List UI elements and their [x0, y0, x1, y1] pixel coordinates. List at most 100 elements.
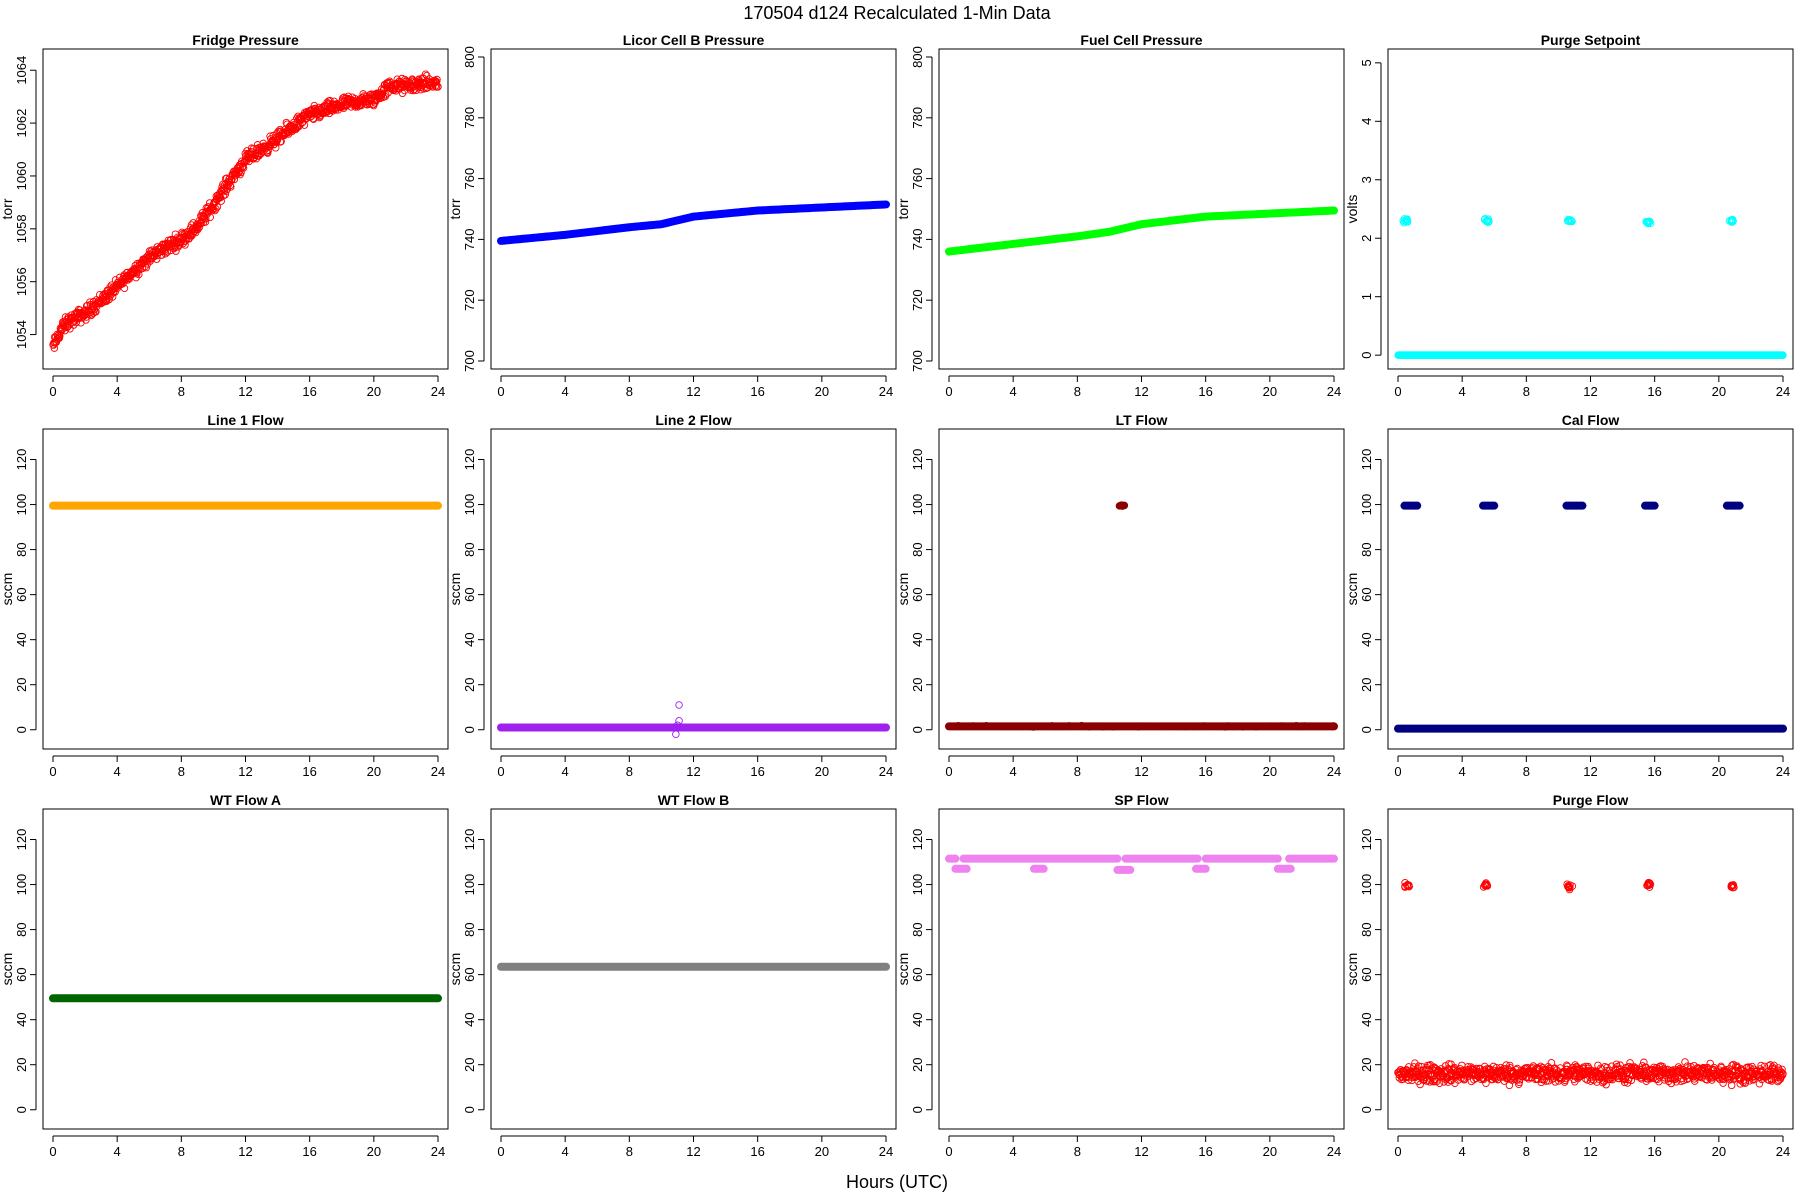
data-point [172, 247, 180, 255]
y-tick-label: 40 [14, 632, 29, 646]
y-tick-label: 1 [1359, 293, 1374, 300]
x-axis: 0 4 8 12 16 20 24 [1394, 1135, 1790, 1159]
y-tick-label: 120 [462, 449, 477, 471]
data-point [1292, 721, 1300, 729]
y-axis: 0 20 40 60 80 100 120 [14, 829, 37, 1113]
y-tick-label: 60 [910, 587, 925, 601]
panel-title: WT Flow A [210, 792, 281, 808]
y-axis: 0 20 40 60 80 100 120 [910, 829, 933, 1113]
y-tick-label: 0 [14, 726, 29, 733]
data-point [1264, 723, 1272, 731]
data-point [1208, 723, 1215, 730]
data-point [433, 75, 441, 84]
y-axis: 0 1 2 3 4 5 [1359, 59, 1382, 359]
y-tick-label: 20 [14, 677, 29, 691]
data-point [1770, 1065, 1779, 1073]
x-tick-label: 16 [302, 384, 316, 399]
x-axis: 0 4 8 12 16 20 24 [49, 1135, 445, 1159]
y-tick-label: 760 [462, 168, 477, 190]
data-point [281, 128, 289, 137]
data-point [219, 191, 228, 200]
x-tick-label: 0 [497, 764, 504, 779]
y-tick-label: 60 [14, 587, 29, 601]
x-tick-label: 12 [1583, 1144, 1597, 1159]
x-tick-label: 8 [1074, 764, 1081, 779]
y-tick-label: 100 [910, 874, 925, 896]
y-tick-label: 40 [462, 1012, 477, 1026]
panel-line-2-flow: Line 2 Flow sccm 0 4 8 12 16 20 24 0 20 40 60 80 100 12… [447, 412, 897, 779]
x-tick-label: 8 [1523, 764, 1530, 779]
x-tick-label: 12 [1134, 764, 1148, 779]
x-tick-label: 20 [1712, 764, 1726, 779]
panel-cal-flow: Cal Flow sccm 0 4 8 12 16 20 24 0 20 40 60 80 100 120 [1344, 412, 1794, 779]
y-tick-label: 80 [462, 922, 477, 936]
data-point [1729, 217, 1737, 226]
y-tick-label: 120 [14, 449, 29, 471]
data-point [1568, 217, 1576, 226]
y-axis-label: sccm [1344, 953, 1360, 986]
panel-title: Line 1 Flow [207, 412, 283, 428]
x-tick-label: 12 [238, 384, 252, 399]
x-tick-label: 24 [431, 384, 445, 399]
data-marks [945, 206, 1338, 256]
data-point [1513, 1076, 1521, 1084]
y-tick-label: 80 [462, 542, 477, 556]
y-axis-label: sccm [447, 573, 463, 606]
data-point [434, 82, 442, 91]
data-marks [497, 200, 890, 245]
y-tick-label: 0 [1359, 352, 1374, 359]
data-point [205, 199, 214, 207]
data-point [1435, 1079, 1444, 1087]
plot-frame [938, 48, 1345, 370]
data-point [1655, 1062, 1664, 1071]
y-axis-label: sccm [1344, 573, 1360, 606]
figure-title: 170504 d124 Recalculated 1-Min Data [743, 3, 1051, 23]
x-tick-label: 8 [178, 1144, 185, 1159]
data-point [675, 701, 683, 709]
series-spike [1115, 501, 1129, 510]
x-tick-label: 20 [367, 764, 381, 779]
x-axis: 0 4 8 12 16 20 24 [497, 755, 893, 779]
x-tick-label: 24 [1776, 764, 1790, 779]
data-point [1218, 722, 1226, 730]
y-tick-label: 40 [910, 1012, 925, 1026]
data-point [1572, 1072, 1580, 1081]
data-point [673, 721, 682, 729]
y-tick-label: 40 [910, 632, 925, 646]
x-tick-label: 0 [1394, 764, 1401, 779]
x-tick-label: 20 [367, 1144, 381, 1159]
y-axis: 0 20 40 60 80 100 120 [910, 449, 933, 733]
x-tick-label: 0 [945, 764, 952, 779]
data-point [1450, 1063, 1459, 1072]
data-point [1404, 1063, 1413, 1071]
y-tick-label: 60 [1359, 587, 1374, 601]
data-point [952, 723, 959, 730]
data-point [978, 722, 986, 730]
y-tick-label: 20 [1359, 1057, 1374, 1071]
y-tick-label: 80 [1359, 542, 1374, 556]
data-point [1169, 723, 1176, 730]
y-axis-label: sccm [0, 953, 15, 986]
data-point [1018, 722, 1026, 730]
data-point [363, 98, 371, 106]
y-tick-label: 100 [910, 494, 925, 516]
data-marks [945, 854, 1338, 874]
data-point [1565, 216, 1573, 225]
y-tick-label: 740 [910, 229, 925, 251]
x-tick-label: 24 [431, 764, 445, 779]
data-point [997, 723, 1005, 730]
x-tick-label: 20 [1263, 1144, 1277, 1159]
y-tick-label: 120 [910, 829, 925, 851]
x-tick-label: 4 [1459, 764, 1466, 779]
data-point [1746, 1064, 1754, 1072]
x-tick-label: 4 [1010, 764, 1017, 779]
x-tick-label: 24 [1776, 384, 1790, 399]
y-tick-label: 60 [910, 967, 925, 981]
data-point [1109, 723, 1117, 731]
y-tick-label: 3 [1359, 176, 1374, 183]
plot-frame [42, 428, 449, 750]
data-point [1477, 1075, 1485, 1084]
y-tick-label: 100 [14, 494, 29, 516]
